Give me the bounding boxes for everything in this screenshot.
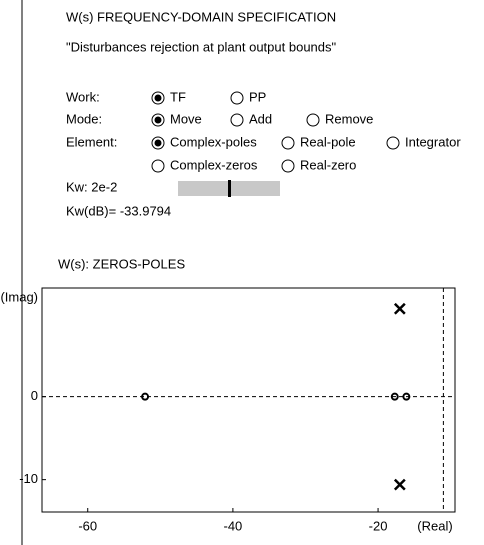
- kw-slider-thumb[interactable]: [228, 180, 231, 197]
- header-title: W(s) FREQUENCY-DOMAIN SPECIFICATION: [66, 9, 336, 24]
- radio-dot: [154, 139, 162, 147]
- radio-dot: [154, 116, 162, 124]
- kw-db-label: Kw(dB)= -33.9794: [66, 203, 171, 218]
- y-axis-label: (Imag): [0, 289, 38, 304]
- radio-button[interactable]: [386, 136, 400, 150]
- plot-title: W(s): ZEROS-POLES: [58, 256, 185, 271]
- radio-label[interactable]: Real-zero: [300, 157, 356, 172]
- radio-label[interactable]: Integrator: [405, 134, 461, 149]
- x-tick-label: -20: [369, 518, 388, 533]
- x-tick-label: -60: [78, 518, 97, 533]
- radio-button[interactable]: [281, 136, 295, 150]
- pole: [393, 302, 406, 315]
- control-label: Mode:: [66, 111, 102, 126]
- header-subtitle: "Disturbances rejection at plant output …: [66, 39, 337, 54]
- pole: [393, 478, 406, 491]
- y-tick-label: -10: [19, 471, 38, 486]
- control-label: Work:: [66, 89, 100, 104]
- radio-label[interactable]: Complex-zeros: [170, 157, 258, 172]
- plot-frame: [41, 287, 456, 513]
- radio-label[interactable]: PP: [249, 89, 266, 104]
- x-axis-label: (Real): [417, 518, 452, 533]
- y-tick-label: 0: [31, 388, 38, 403]
- radio-label[interactable]: Complex-poles: [170, 134, 257, 149]
- radio-button[interactable]: [230, 91, 244, 105]
- radio-label[interactable]: TF: [170, 89, 186, 104]
- kw-label: Kw: 2e-2: [66, 179, 117, 194]
- radio-label[interactable]: Real-pole: [300, 134, 356, 149]
- x-tick-label: -40: [223, 518, 242, 533]
- radio-button[interactable]: [306, 113, 320, 127]
- zero: [390, 392, 399, 401]
- radio-dot: [154, 94, 162, 102]
- control-label: Element:: [66, 134, 117, 149]
- radio-label[interactable]: Add: [249, 111, 272, 126]
- zero: [402, 392, 411, 401]
- radio-button[interactable]: [230, 113, 244, 127]
- radio-label[interactable]: Move: [170, 111, 202, 126]
- radio-button[interactable]: [281, 159, 295, 173]
- zero: [141, 392, 150, 401]
- radio-button[interactable]: [151, 159, 165, 173]
- radio-label[interactable]: Remove: [325, 111, 373, 126]
